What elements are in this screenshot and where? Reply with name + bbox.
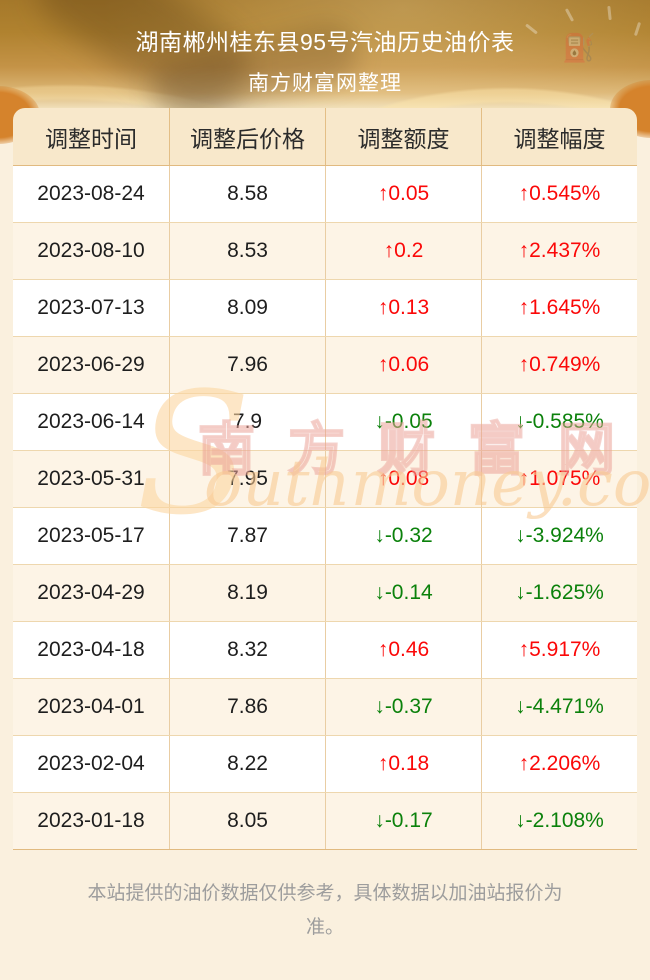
cell-date: 2023-04-18 [37,638,145,661]
table-row: 2023-07-13 8.09 ↑0.13 ↑1.645% [13,280,637,337]
cell-change-amount: ↓-0.05 [325,394,481,450]
disclaimer-text: 本站提供的油价数据仅供参考，具体数据以加油站报价为准。 [87,883,563,939]
cell-change-percent: ↑2.437% [481,223,637,279]
cell-date: 2023-01-18 [37,809,145,832]
cell-date: 2023-06-14 [37,410,145,433]
cell-change-percent: ↑0.749% [481,337,637,393]
cell-change-percent: ↑5.917% [481,622,637,678]
table-row: 2023-08-24 8.58 ↑0.05 ↑0.545% [13,166,637,223]
cell-change-amount: ↑0.13 [325,280,481,336]
page-subtitle: 南方财富网整理 [248,72,402,95]
cell-change-percent: ↓-1.625% [481,565,637,621]
cell-date: 2023-05-31 [37,467,145,490]
cell-price: 8.32 [169,622,325,678]
table-row: 2023-04-01 7.86 ↓-0.37 ↓-4.471% [13,679,637,736]
cell-change-amount: ↓-0.14 [325,565,481,621]
cell-price: 7.86 [169,679,325,735]
price-history-table: 调整时间 调整后价格 调整额度 调整幅度 2023-08-24 8.58 ↑0.… [13,108,637,850]
cell-date: 2023-02-04 [37,752,145,775]
cell-date: 2023-04-29 [37,581,145,604]
table-body: 2023-08-24 8.58 ↑0.05 ↑0.545% 2023-08-10… [13,166,637,850]
page-header: ⛽ 湖南郴州桂东县95号汽油历史油价表 南方财富网整理 [0,0,650,108]
cell-price: 8.09 [169,280,325,336]
cell-change-amount: ↑0.46 [325,622,481,678]
cell-change-amount: ↑0.06 [325,337,481,393]
cell-price: 7.95 [169,451,325,507]
table-header-row: 调整时间 调整后价格 调整额度 调整幅度 [13,108,637,166]
cell-price: 8.58 [169,166,325,222]
column-header-amount: 调整额度 [325,108,481,165]
cell-price: 7.96 [169,337,325,393]
page-title: 湖南郴州桂东县95号汽油历史油价表 [135,29,515,55]
cell-price: 8.19 [169,565,325,621]
cell-date: 2023-05-17 [37,524,145,547]
cell-change-percent: ↓-0.585% [481,394,637,450]
cell-change-amount: ↓-0.32 [325,508,481,564]
cell-change-percent: ↓-2.108% [481,793,637,849]
cell-date: 2023-08-10 [37,239,145,262]
cell-change-amount: ↑0.18 [325,736,481,792]
cell-price: 7.9 [169,394,325,450]
table-row: 2023-01-18 8.05 ↓-0.17 ↓-2.108% [13,793,637,850]
table-row: 2023-08-10 8.53 ↑0.2 ↑2.437% [13,223,637,280]
cell-change-percent: ↑1.075% [481,451,637,507]
table-row: 2023-06-14 7.9 ↓-0.05 ↓-0.585% [13,394,637,451]
table-row: 2023-06-29 7.96 ↑0.06 ↑0.749% [13,337,637,394]
table-row: 2023-04-29 8.19 ↓-0.14 ↓-1.625% [13,565,637,622]
fuel-pump-icon: ⛽ [562,33,596,63]
cell-price: 7.87 [169,508,325,564]
table-row: 2023-04-18 8.32 ↑0.46 ↑5.917% [13,622,637,679]
cell-date: 2023-07-13 [37,296,145,319]
cell-price: 8.05 [169,793,325,849]
column-header-date: 调整时间 [45,125,137,152]
cell-change-percent: ↑2.206% [481,736,637,792]
cell-change-percent: ↓-4.471% [481,679,637,735]
cell-change-amount: ↑0.2 [325,223,481,279]
cell-change-amount: ↓-0.37 [325,679,481,735]
cell-date: 2023-04-01 [37,695,145,718]
cell-change-amount: ↓-0.17 [325,793,481,849]
disclaimer-footer: 本站提供的油价数据仅供参考，具体数据以加油站报价为准。 [0,850,650,945]
cell-change-percent: ↓-3.924% [481,508,637,564]
table-row: 2023-05-17 7.87 ↓-0.32 ↓-3.924% [13,508,637,565]
cell-change-amount: ↑0.08 [325,451,481,507]
table-row: 2023-02-04 8.22 ↑0.18 ↑2.206% [13,736,637,793]
cell-date: 2023-06-29 [37,353,145,376]
table-row: 2023-05-31 7.95 ↑0.08 ↑1.075% [13,451,637,508]
column-header-price: 调整后价格 [169,108,325,165]
cell-price: 8.22 [169,736,325,792]
cell-change-percent: ↑0.545% [481,166,637,222]
cell-price: 8.53 [169,223,325,279]
column-header-percent: 调整幅度 [481,108,637,165]
cell-date: 2023-08-24 [37,182,145,205]
cell-change-percent: ↑1.645% [481,280,637,336]
cell-change-amount: ↑0.05 [325,166,481,222]
